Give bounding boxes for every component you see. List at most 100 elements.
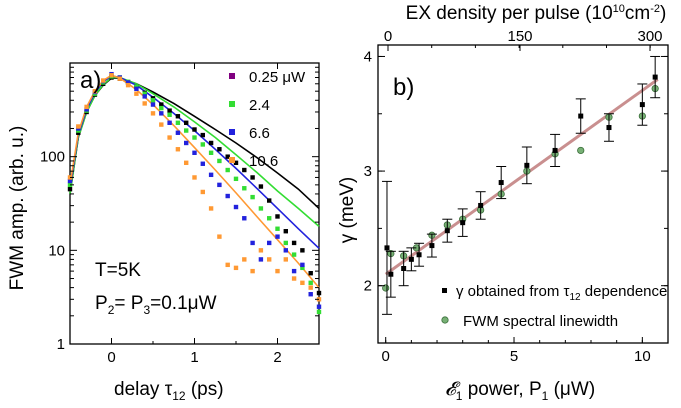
legend-label-gamma-main: γ obtained from τ <box>456 283 570 300</box>
data-point-series-3 <box>275 268 280 274</box>
data-point-series-2 <box>67 178 73 184</box>
data-point-series-2 <box>217 182 222 188</box>
fit-line-series-2 <box>69 74 320 249</box>
panel-a-x-axis-label: delay τ12 (ps) <box>114 379 224 403</box>
data-point-series-2 <box>291 268 297 274</box>
data-point-series-1 <box>316 309 322 315</box>
data-point-series-2 <box>150 102 156 107</box>
power-annotation: P2= P3=0.1μW <box>95 293 217 317</box>
legend-label-series-2: 6.6 <box>249 125 270 142</box>
linear-fit-line <box>384 78 659 276</box>
data-point-series-0 <box>167 108 172 113</box>
top-axis-label-sup: 10 <box>613 3 625 15</box>
data-point-series-0 <box>242 167 247 173</box>
data-point-series-2 <box>175 130 181 135</box>
data-point-series-3 <box>159 122 164 127</box>
data-point-series-2 <box>275 234 280 239</box>
data-point-series-3 <box>217 234 222 239</box>
data-point-series-1 <box>217 158 222 164</box>
data-point-series-0 <box>300 248 305 253</box>
data-point-series-1 <box>258 206 264 211</box>
panel-a-x-tick-label: 2 <box>273 349 281 366</box>
power-annotation-mid: = P <box>114 293 143 314</box>
gamma-point <box>578 113 584 119</box>
data-point-series-1 <box>159 105 164 111</box>
legend-marker-series-2 <box>229 129 235 135</box>
panel-a-label: a) <box>80 67 101 94</box>
panel-b-x-axis-label-sub2: 1 <box>542 389 549 403</box>
panel-b-x-tick-label: 0 <box>382 348 390 365</box>
legend-label-linewidth: FWM spectral linewidth <box>463 313 618 330</box>
panel-b-y-tick-label: 4 <box>364 48 372 65</box>
data-point-series-1 <box>300 265 305 271</box>
data-point-series-1 <box>225 167 230 173</box>
data-point-series-0 <box>217 147 222 152</box>
data-point-series-3 <box>184 160 189 166</box>
panel-b-x-axis-label-rest: power, P <box>462 379 541 400</box>
power-annotation-sub-b: 3 <box>143 303 150 317</box>
data-point-series-1 <box>308 280 313 286</box>
data-point-series-3 <box>109 73 114 78</box>
data-point-series-2 <box>184 140 189 146</box>
data-point-series-3 <box>142 101 147 106</box>
legend-label-series-0: 0.25 μW <box>249 69 306 86</box>
data-point-series-3 <box>175 147 181 152</box>
data-point-series-1 <box>167 112 172 117</box>
data-point-series-3 <box>267 257 272 262</box>
top-axis-label-mid: cm <box>625 3 650 24</box>
legend-label-gamma-sub: 12 <box>569 292 581 303</box>
panel-b-top-tick-label: 150 <box>507 28 532 45</box>
data-point-series-3 <box>125 82 131 88</box>
gamma-point <box>498 180 504 186</box>
top-axis-label-start: EX density per pulse (10 <box>406 3 613 24</box>
panel-b-label: b) <box>393 74 414 101</box>
data-point-series-2 <box>233 204 239 210</box>
data-point-series-0 <box>225 154 230 159</box>
data-point-series-2 <box>192 150 197 155</box>
top-axis-label-sup2: -2 <box>650 3 660 15</box>
gamma-point <box>384 245 390 251</box>
fit-line-series-3 <box>69 74 320 289</box>
gamma-point <box>388 271 394 277</box>
gamma-point <box>460 220 466 226</box>
data-point-series-2 <box>125 80 131 85</box>
data-point-series-0 <box>175 114 181 119</box>
panel-b-top-tick-label: 300 <box>637 28 662 45</box>
legend-label-gamma-suffix: dependence <box>581 283 668 300</box>
gamma-point <box>639 102 645 108</box>
data-point-series-3 <box>101 78 106 83</box>
gamma-point <box>408 256 414 262</box>
data-point-series-2 <box>167 120 172 125</box>
panel-b-top-tick-label: 0 <box>384 28 392 45</box>
data-point-series-1 <box>175 120 181 125</box>
data-point-series-2 <box>159 111 164 116</box>
data-point-series-0 <box>200 132 205 138</box>
data-point-series-2 <box>250 240 255 246</box>
legend-label-series-1: 2.4 <box>249 97 270 114</box>
data-point-series-3 <box>242 257 247 262</box>
linewidth-point <box>577 146 585 155</box>
data-point-series-2 <box>142 94 147 99</box>
legend-marker-linewidth <box>441 316 449 324</box>
panel-b-frame <box>377 44 669 344</box>
power-annotation-suffix: =0.1μW <box>150 293 216 314</box>
data-point-series-0 <box>291 240 297 246</box>
data-point-series-0 <box>250 175 255 180</box>
data-point-series-3 <box>300 280 305 286</box>
panel-b-x-tick-label: 10 <box>634 348 651 365</box>
panel-b-x-axis-label-unit: (μW) <box>548 379 595 400</box>
gamma-point <box>401 266 407 271</box>
data-point-series-0 <box>208 140 214 146</box>
panel-a-y-tick-label: 100 <box>40 149 65 166</box>
panel-b-top-axis-label: EX density per pulse (1010cm-2) <box>406 3 667 24</box>
legend-label-gamma: γ obtained from τ12 dependence <box>456 283 667 303</box>
panel-b-y-tick-label: 3 <box>364 163 372 180</box>
data-point-series-2 <box>308 292 313 297</box>
data-point-series-1 <box>283 240 288 246</box>
data-point-series-3 <box>208 206 214 211</box>
panel-a-x-axis-label-sub: 12 <box>172 389 186 403</box>
data-point-series-3 <box>258 248 264 253</box>
data-point-series-0 <box>275 214 280 219</box>
panel-a-y-axis-label: FWM amp. (arb. u.) <box>7 126 28 291</box>
